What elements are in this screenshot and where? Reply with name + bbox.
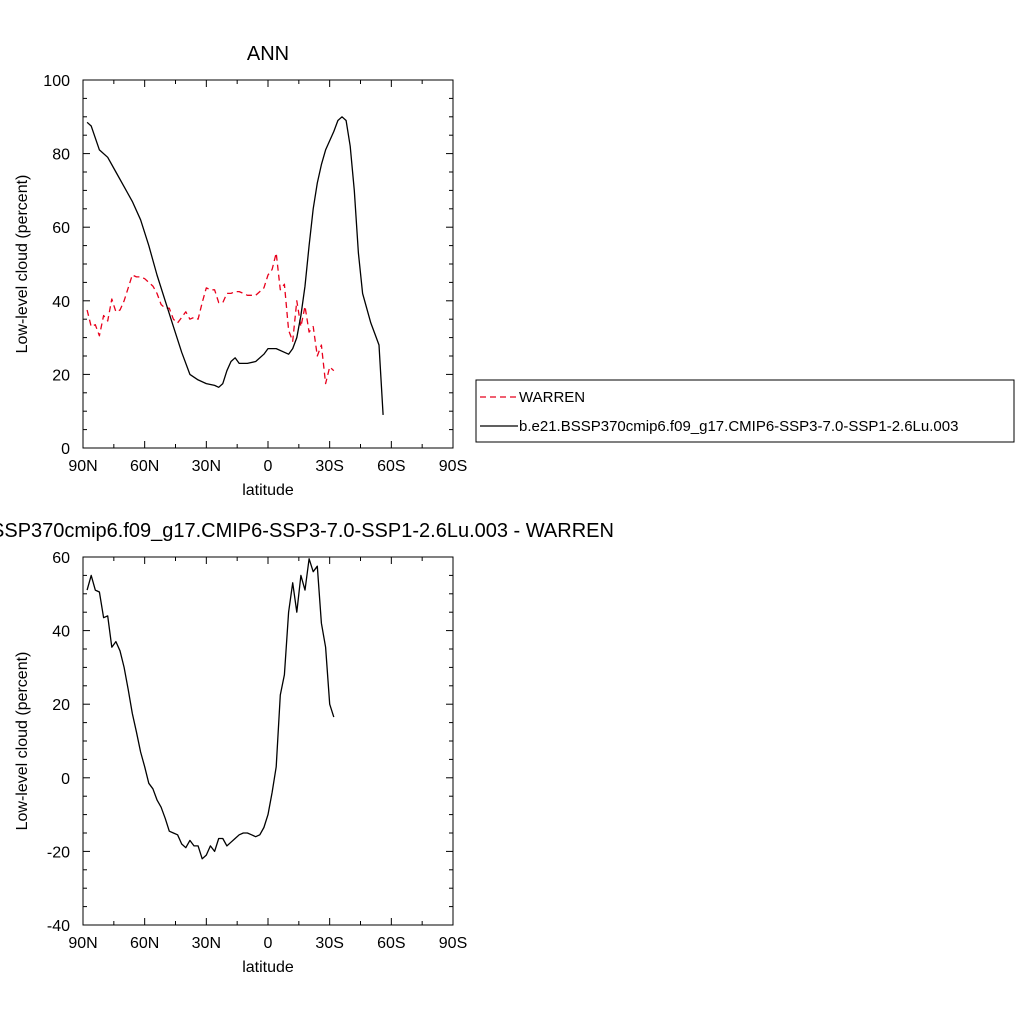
y-tick-label: 0 [61, 441, 70, 458]
x-tick-label: 90N [68, 935, 97, 952]
chart-title: ANN [247, 43, 289, 65]
x-tick-label: 30N [192, 935, 221, 952]
y-tick-label: 100 [43, 73, 70, 90]
y-tick-label: 40 [52, 624, 70, 641]
series-line-1 [86, 558, 335, 860]
y-tick-label: -40 [47, 918, 70, 935]
top-chart: ANN 90N 60N 30N 0 30S 60S 90S 0 20 40 60 80 100 latitu… [14, 43, 467, 499]
legend: WARREN b.e21.BSSP370cmip6.f09_g17.CMIP6-… [475, 379, 1015, 443]
x-tick-label: 60S [377, 458, 405, 475]
y-tick-label: 80 [52, 147, 70, 164]
plot-frame [82, 79, 454, 449]
y-tick-label: 60 [52, 220, 70, 237]
series-line-2 [86, 116, 384, 415]
x-tick-label: 0 [264, 458, 273, 475]
y-tick-label: 20 [52, 367, 70, 384]
y-tick-label: 20 [52, 697, 70, 714]
y-tick-label: -20 [47, 844, 70, 861]
legend-label-warren: WARREN [519, 389, 585, 406]
x-axis-label: latitude [242, 482, 294, 499]
y-axis-label: Low-level cloud (percent) [14, 175, 31, 354]
y-axis-label: Low-level cloud (percent) [14, 652, 31, 831]
x-tick-label: 0 [264, 935, 273, 952]
x-tick-label: 30N [192, 458, 221, 475]
x-tick-label: 60N [130, 458, 159, 475]
x-tick-label: 30S [315, 458, 343, 475]
x-tick-label: 60S [377, 935, 405, 952]
y-tick-label: 60 [52, 550, 70, 567]
x-tick-label: 60N [130, 935, 159, 952]
x-tick-label: 30S [315, 935, 343, 952]
legend-box [475, 379, 1015, 443]
y-tick-label: 0 [61, 771, 70, 788]
x-tick-label: 90N [68, 458, 97, 475]
y-tick-label: 40 [52, 294, 70, 311]
bottom-chart: b.e21.BSSP370cmip6.f09_g17.CMIP6-SSP3-7.… [0, 520, 614, 976]
x-axis-label: latitude [242, 959, 294, 976]
x-tick-label: 90S [439, 935, 467, 952]
legend-label-model: b.e21.BSSP370cmip6.f09_g17.CMIP6-SSP3-7.… [519, 418, 958, 435]
series-line-1 [86, 252, 335, 385]
x-tick-label: 90S [439, 458, 467, 475]
chart-title: b.e21.BSSP370cmip6.f09_g17.CMIP6-SSP3-7.… [0, 520, 614, 542]
